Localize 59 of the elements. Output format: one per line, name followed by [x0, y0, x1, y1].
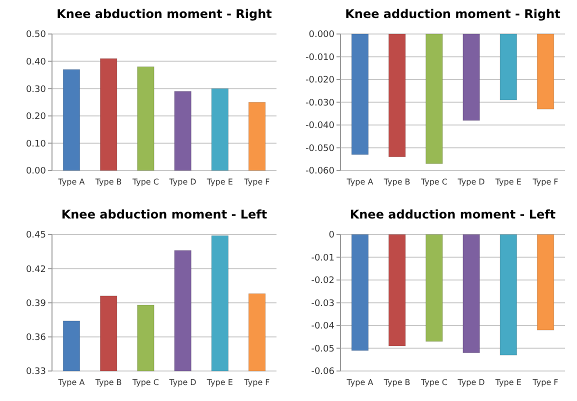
- chart-title: Knee adduction moment - Left: [350, 208, 556, 222]
- x-tick-label: Type E: [206, 178, 233, 186]
- chart-title: Knee abduction moment - Right: [56, 7, 272, 21]
- x-tick-label: Type A: [346, 378, 374, 387]
- y-tick-label: 0.00: [26, 166, 46, 177]
- y-tick-label: 0.40: [26, 57, 46, 68]
- bar: [137, 66, 154, 171]
- y-tick-label: -0.01: [311, 253, 334, 264]
- x-tick-label: Type E: [206, 378, 233, 387]
- x-tick-label: Type E: [494, 178, 522, 186]
- x-tick-label: Type B: [94, 178, 122, 186]
- x-tick-label: Type F: [532, 178, 559, 186]
- chart-title: Knee abduction moment - Left: [61, 208, 268, 222]
- y-tick-label: -0.050: [305, 144, 335, 154]
- y-tick-label: 0.45: [26, 230, 46, 241]
- bar: [62, 69, 80, 171]
- bar: [211, 88, 229, 171]
- x-tick-label: Type F: [532, 378, 559, 387]
- x-tick-label: Type D: [456, 178, 485, 186]
- y-tick-label: -0.02: [311, 276, 334, 286]
- y-tick-label: 0.50: [26, 30, 46, 40]
- y-tick-label: -0.040: [305, 121, 335, 132]
- chart-title: Knee adduction moment - Right: [345, 7, 561, 21]
- y-tick-label: -0.06: [311, 367, 335, 378]
- x-tick-label: Type D: [456, 378, 485, 387]
- bar: [248, 102, 266, 171]
- x-tick-label: Type A: [57, 178, 86, 186]
- x-tick-label: Type B: [382, 378, 410, 387]
- y-tick-label: 0.36: [26, 333, 46, 344]
- x-tick-label: Type B: [94, 378, 122, 387]
- x-tick-label: Type A: [57, 378, 86, 387]
- bar: [174, 91, 192, 171]
- x-tick-label: Type C: [131, 178, 160, 186]
- x-tick-label: Type C: [420, 378, 448, 387]
- y-tick-label: -0.04: [311, 322, 335, 332]
- x-tick-label: Type D: [168, 378, 196, 387]
- y-tick-label: 0.33: [26, 367, 46, 378]
- y-tick-label: 0.39: [26, 298, 46, 309]
- y-tick-label: -0.03: [311, 298, 334, 309]
- y-tick-label: 0.10: [26, 139, 46, 150]
- x-tick-label: Type D: [168, 178, 196, 186]
- y-tick-label: -0.030: [305, 98, 335, 108]
- y-tick-label: -0.05: [311, 344, 334, 354]
- x-tick-label: Type F: [243, 178, 270, 186]
- y-tick-label: 0.30: [26, 84, 46, 95]
- x-tick-label: Type E: [494, 378, 522, 387]
- x-tick-label: Type A: [346, 178, 374, 186]
- x-tick-label: Type F: [243, 378, 270, 387]
- y-tick-label: 0.42: [26, 264, 46, 275]
- x-tick-label: Type C: [131, 378, 160, 387]
- y-tick-label: 0.20: [26, 112, 46, 122]
- y-tick-label: -0.020: [305, 76, 335, 86]
- x-tick-label: Type C: [420, 178, 448, 186]
- y-tick-label: 0.000: [308, 30, 335, 40]
- y-tick-label: 0: [328, 230, 335, 241]
- x-tick-label: Type B: [382, 178, 410, 186]
- y-tick-label: -0.010: [305, 52, 335, 63]
- y-tick-label: -0.060: [305, 166, 335, 177]
- bar: [100, 58, 118, 171]
